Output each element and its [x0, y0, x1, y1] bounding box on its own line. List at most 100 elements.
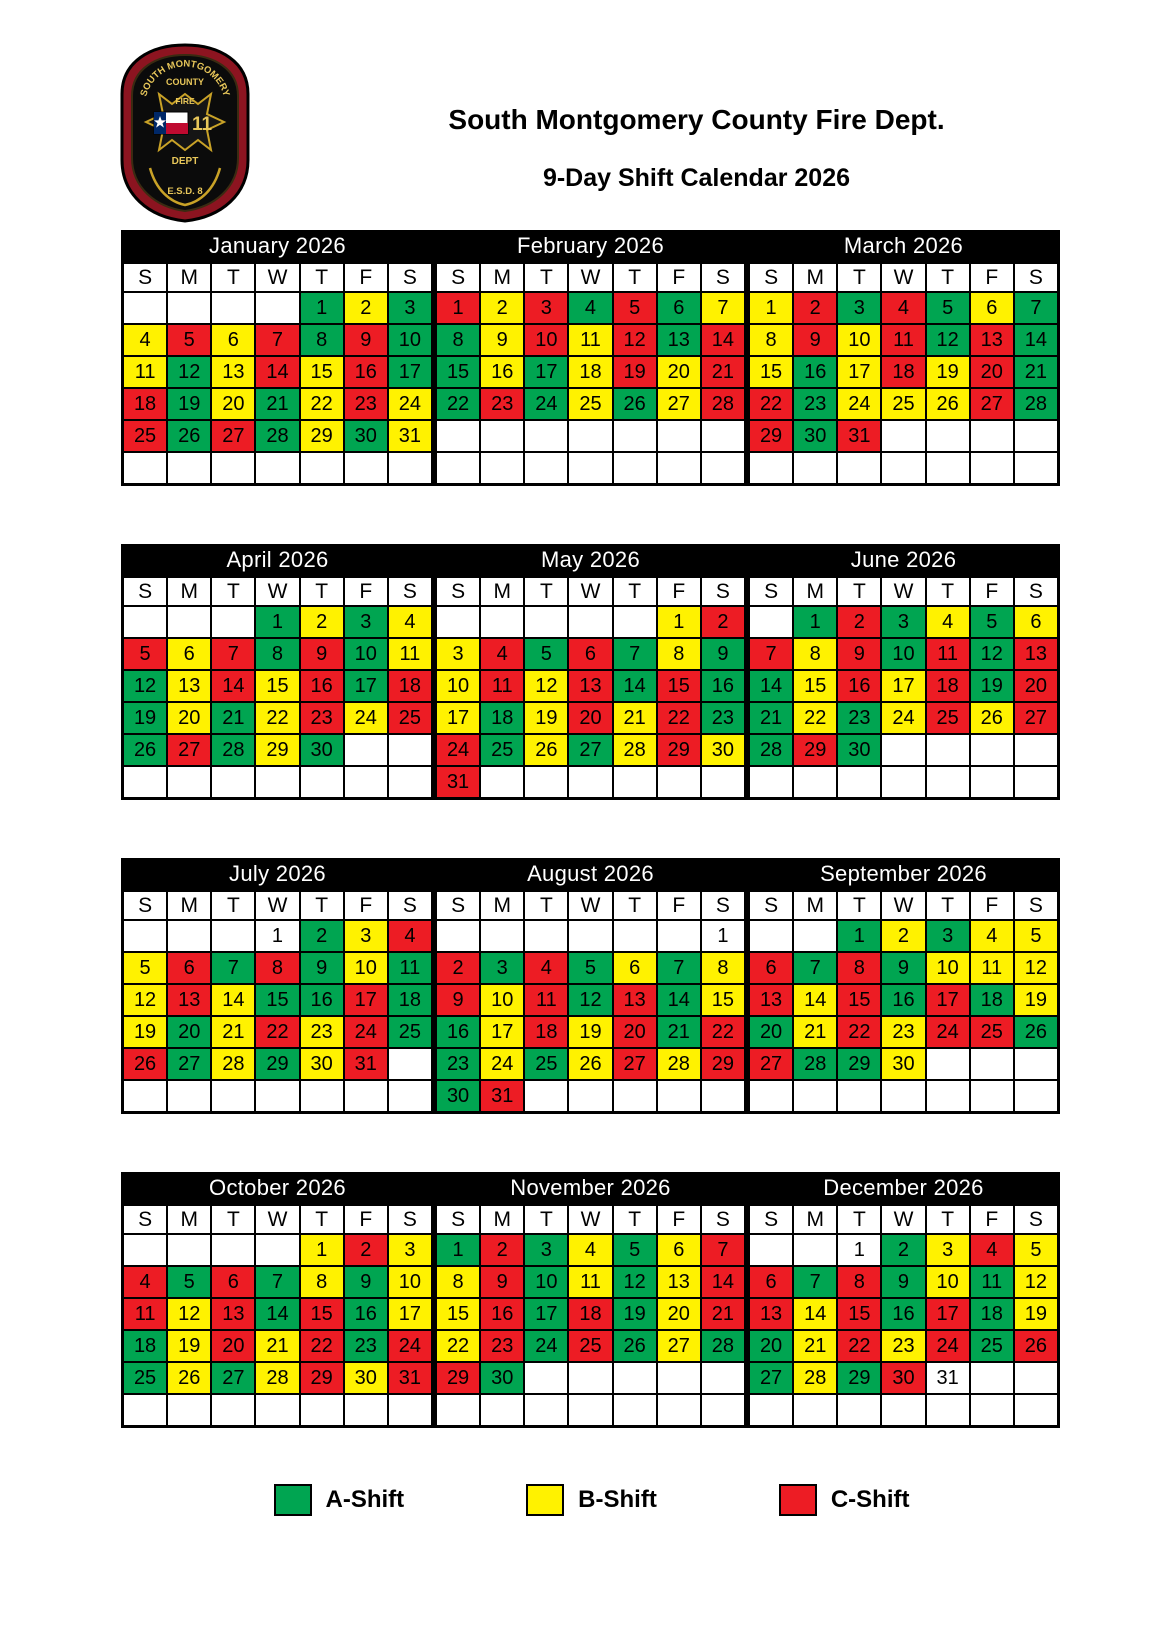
calendar-day-cell[interactable]: 17: [525, 1299, 568, 1329]
calendar-day-cell[interactable]: 12: [970, 639, 1013, 669]
calendar-day-cell[interactable]: 23: [437, 1049, 480, 1079]
calendar-day-cell[interactable]: 14: [701, 1267, 744, 1297]
calendar-day-cell[interactable]: 21: [613, 703, 656, 733]
calendar-day-cell[interactable]: 11: [124, 357, 167, 387]
calendar-day-cell[interactable]: 10: [437, 671, 480, 701]
calendar-day-cell[interactable]: 25: [569, 389, 612, 419]
calendar-day-cell[interactable]: 25: [882, 389, 925, 419]
calendar-day-cell[interactable]: 27: [212, 1363, 255, 1393]
calendar-day-cell[interactable]: 13: [569, 671, 612, 701]
calendar-day-cell[interactable]: 7: [212, 639, 255, 669]
calendar-day-cell[interactable]: 18: [388, 671, 431, 701]
calendar-day-cell[interactable]: 2: [882, 921, 925, 951]
calendar-day-cell[interactable]: 17: [525, 357, 568, 387]
calendar-day-cell[interactable]: 16: [838, 671, 881, 701]
calendar-day-cell[interactable]: 25: [388, 1017, 431, 1047]
calendar-day-cell[interactable]: 20: [168, 703, 211, 733]
calendar-day-cell[interactable]: 21: [657, 1017, 700, 1047]
calendar-day-cell[interactable]: 1: [300, 293, 343, 323]
calendar-day-cell[interactable]: 25: [525, 1049, 568, 1079]
calendar-day-cell[interactable]: 24: [388, 1331, 431, 1361]
calendar-day-cell[interactable]: 21: [701, 1299, 744, 1329]
calendar-day-cell[interactable]: 7: [256, 325, 299, 355]
calendar-day-cell[interactable]: 17: [882, 671, 925, 701]
calendar-day-cell[interactable]: 10: [388, 1267, 431, 1297]
calendar-day-cell[interactable]: 5: [1014, 921, 1057, 951]
calendar-day-cell[interactable]: 1: [437, 1235, 480, 1265]
calendar-day-cell[interactable]: 12: [168, 357, 211, 387]
calendar-day-cell[interactable]: 20: [569, 703, 612, 733]
calendar-day-cell[interactable]: 14: [212, 985, 255, 1015]
calendar-day-cell[interactable]: 30: [344, 1363, 387, 1393]
calendar-day-cell[interactable]: 4: [481, 639, 524, 669]
calendar-day-cell[interactable]: 2: [838, 607, 881, 637]
calendar-day-cell[interactable]: 19: [1014, 1299, 1057, 1329]
calendar-day-cell[interactable]: 15: [794, 671, 837, 701]
calendar-day-cell[interactable]: 8: [300, 325, 343, 355]
calendar-day-cell[interactable]: 28: [794, 1363, 837, 1393]
calendar-day-cell[interactable]: 8: [838, 1267, 881, 1297]
calendar-day-cell[interactable]: 29: [794, 735, 837, 765]
calendar-day-cell[interactable]: 30: [701, 735, 744, 765]
calendar-day-cell[interactable]: 19: [168, 389, 211, 419]
calendar-day-cell[interactable]: 27: [168, 735, 211, 765]
calendar-day-cell[interactable]: 29: [838, 1049, 881, 1079]
calendar-day-cell[interactable]: 27: [212, 421, 255, 451]
calendar-day-cell[interactable]: 2: [300, 607, 343, 637]
calendar-day-cell[interactable]: 1: [838, 921, 881, 951]
calendar-day-cell[interactable]: 6: [1014, 607, 1057, 637]
calendar-day-cell[interactable]: 31: [838, 421, 881, 451]
calendar-day-cell[interactable]: 7: [657, 953, 700, 983]
calendar-day-cell[interactable]: 4: [970, 1235, 1013, 1265]
calendar-day-cell[interactable]: 24: [882, 703, 925, 733]
calendar-day-cell[interactable]: 11: [388, 639, 431, 669]
calendar-day-cell[interactable]: 27: [657, 1331, 700, 1361]
calendar-day-cell[interactable]: 18: [481, 703, 524, 733]
calendar-day-cell[interactable]: 16: [344, 1299, 387, 1329]
calendar-day-cell[interactable]: 12: [613, 325, 656, 355]
calendar-day-cell[interactable]: 17: [388, 357, 431, 387]
calendar-day-cell[interactable]: 12: [926, 325, 969, 355]
calendar-day-cell[interactable]: 3: [882, 607, 925, 637]
calendar-day-cell[interactable]: 18: [124, 1331, 167, 1361]
calendar-day-cell[interactable]: 12: [168, 1299, 211, 1329]
calendar-day-cell[interactable]: 10: [388, 325, 431, 355]
calendar-day-cell[interactable]: 28: [750, 735, 793, 765]
calendar-day-cell[interactable]: 6: [168, 639, 211, 669]
calendar-day-cell[interactable]: 3: [525, 1235, 568, 1265]
calendar-day-cell[interactable]: 24: [838, 389, 881, 419]
calendar-day-cell[interactable]: 8: [256, 639, 299, 669]
calendar-day-cell[interactable]: 14: [657, 985, 700, 1015]
calendar-day-cell[interactable]: 2: [882, 1235, 925, 1265]
calendar-day-cell[interactable]: 23: [794, 389, 837, 419]
calendar-day-cell[interactable]: 13: [212, 357, 255, 387]
calendar-day-cell[interactable]: 4: [569, 1235, 612, 1265]
calendar-day-cell[interactable]: 24: [926, 1017, 969, 1047]
calendar-day-cell[interactable]: 1: [794, 607, 837, 637]
calendar-day-cell[interactable]: 1: [256, 607, 299, 637]
calendar-day-cell[interactable]: 19: [970, 671, 1013, 701]
calendar-day-cell[interactable]: 1: [750, 293, 793, 323]
calendar-day-cell[interactable]: 4: [970, 921, 1013, 951]
calendar-day-cell[interactable]: 6: [750, 953, 793, 983]
calendar-day-cell[interactable]: 12: [1014, 1267, 1057, 1297]
calendar-day-cell[interactable]: 5: [613, 293, 656, 323]
calendar-day-cell[interactable]: 8: [437, 1267, 480, 1297]
calendar-day-cell[interactable]: 18: [569, 1299, 612, 1329]
calendar-day-cell[interactable]: 25: [388, 703, 431, 733]
calendar-day-cell[interactable]: 27: [168, 1049, 211, 1079]
calendar-day-cell[interactable]: 29: [256, 735, 299, 765]
calendar-day-cell[interactable]: 1: [437, 293, 480, 323]
calendar-day-cell[interactable]: 25: [926, 703, 969, 733]
calendar-day-cell[interactable]: 6: [212, 1267, 255, 1297]
calendar-day-cell[interactable]: 30: [300, 735, 343, 765]
calendar-day-cell[interactable]: 16: [882, 985, 925, 1015]
calendar-day-cell[interactable]: 2: [481, 1235, 524, 1265]
calendar-day-cell[interactable]: 14: [1014, 325, 1057, 355]
calendar-day-cell[interactable]: 24: [437, 735, 480, 765]
calendar-day-cell[interactable]: 14: [613, 671, 656, 701]
calendar-day-cell[interactable]: 26: [124, 735, 167, 765]
calendar-day-cell[interactable]: 3: [344, 607, 387, 637]
calendar-day-cell[interactable]: 12: [1014, 953, 1057, 983]
calendar-day-cell[interactable]: 15: [437, 1299, 480, 1329]
